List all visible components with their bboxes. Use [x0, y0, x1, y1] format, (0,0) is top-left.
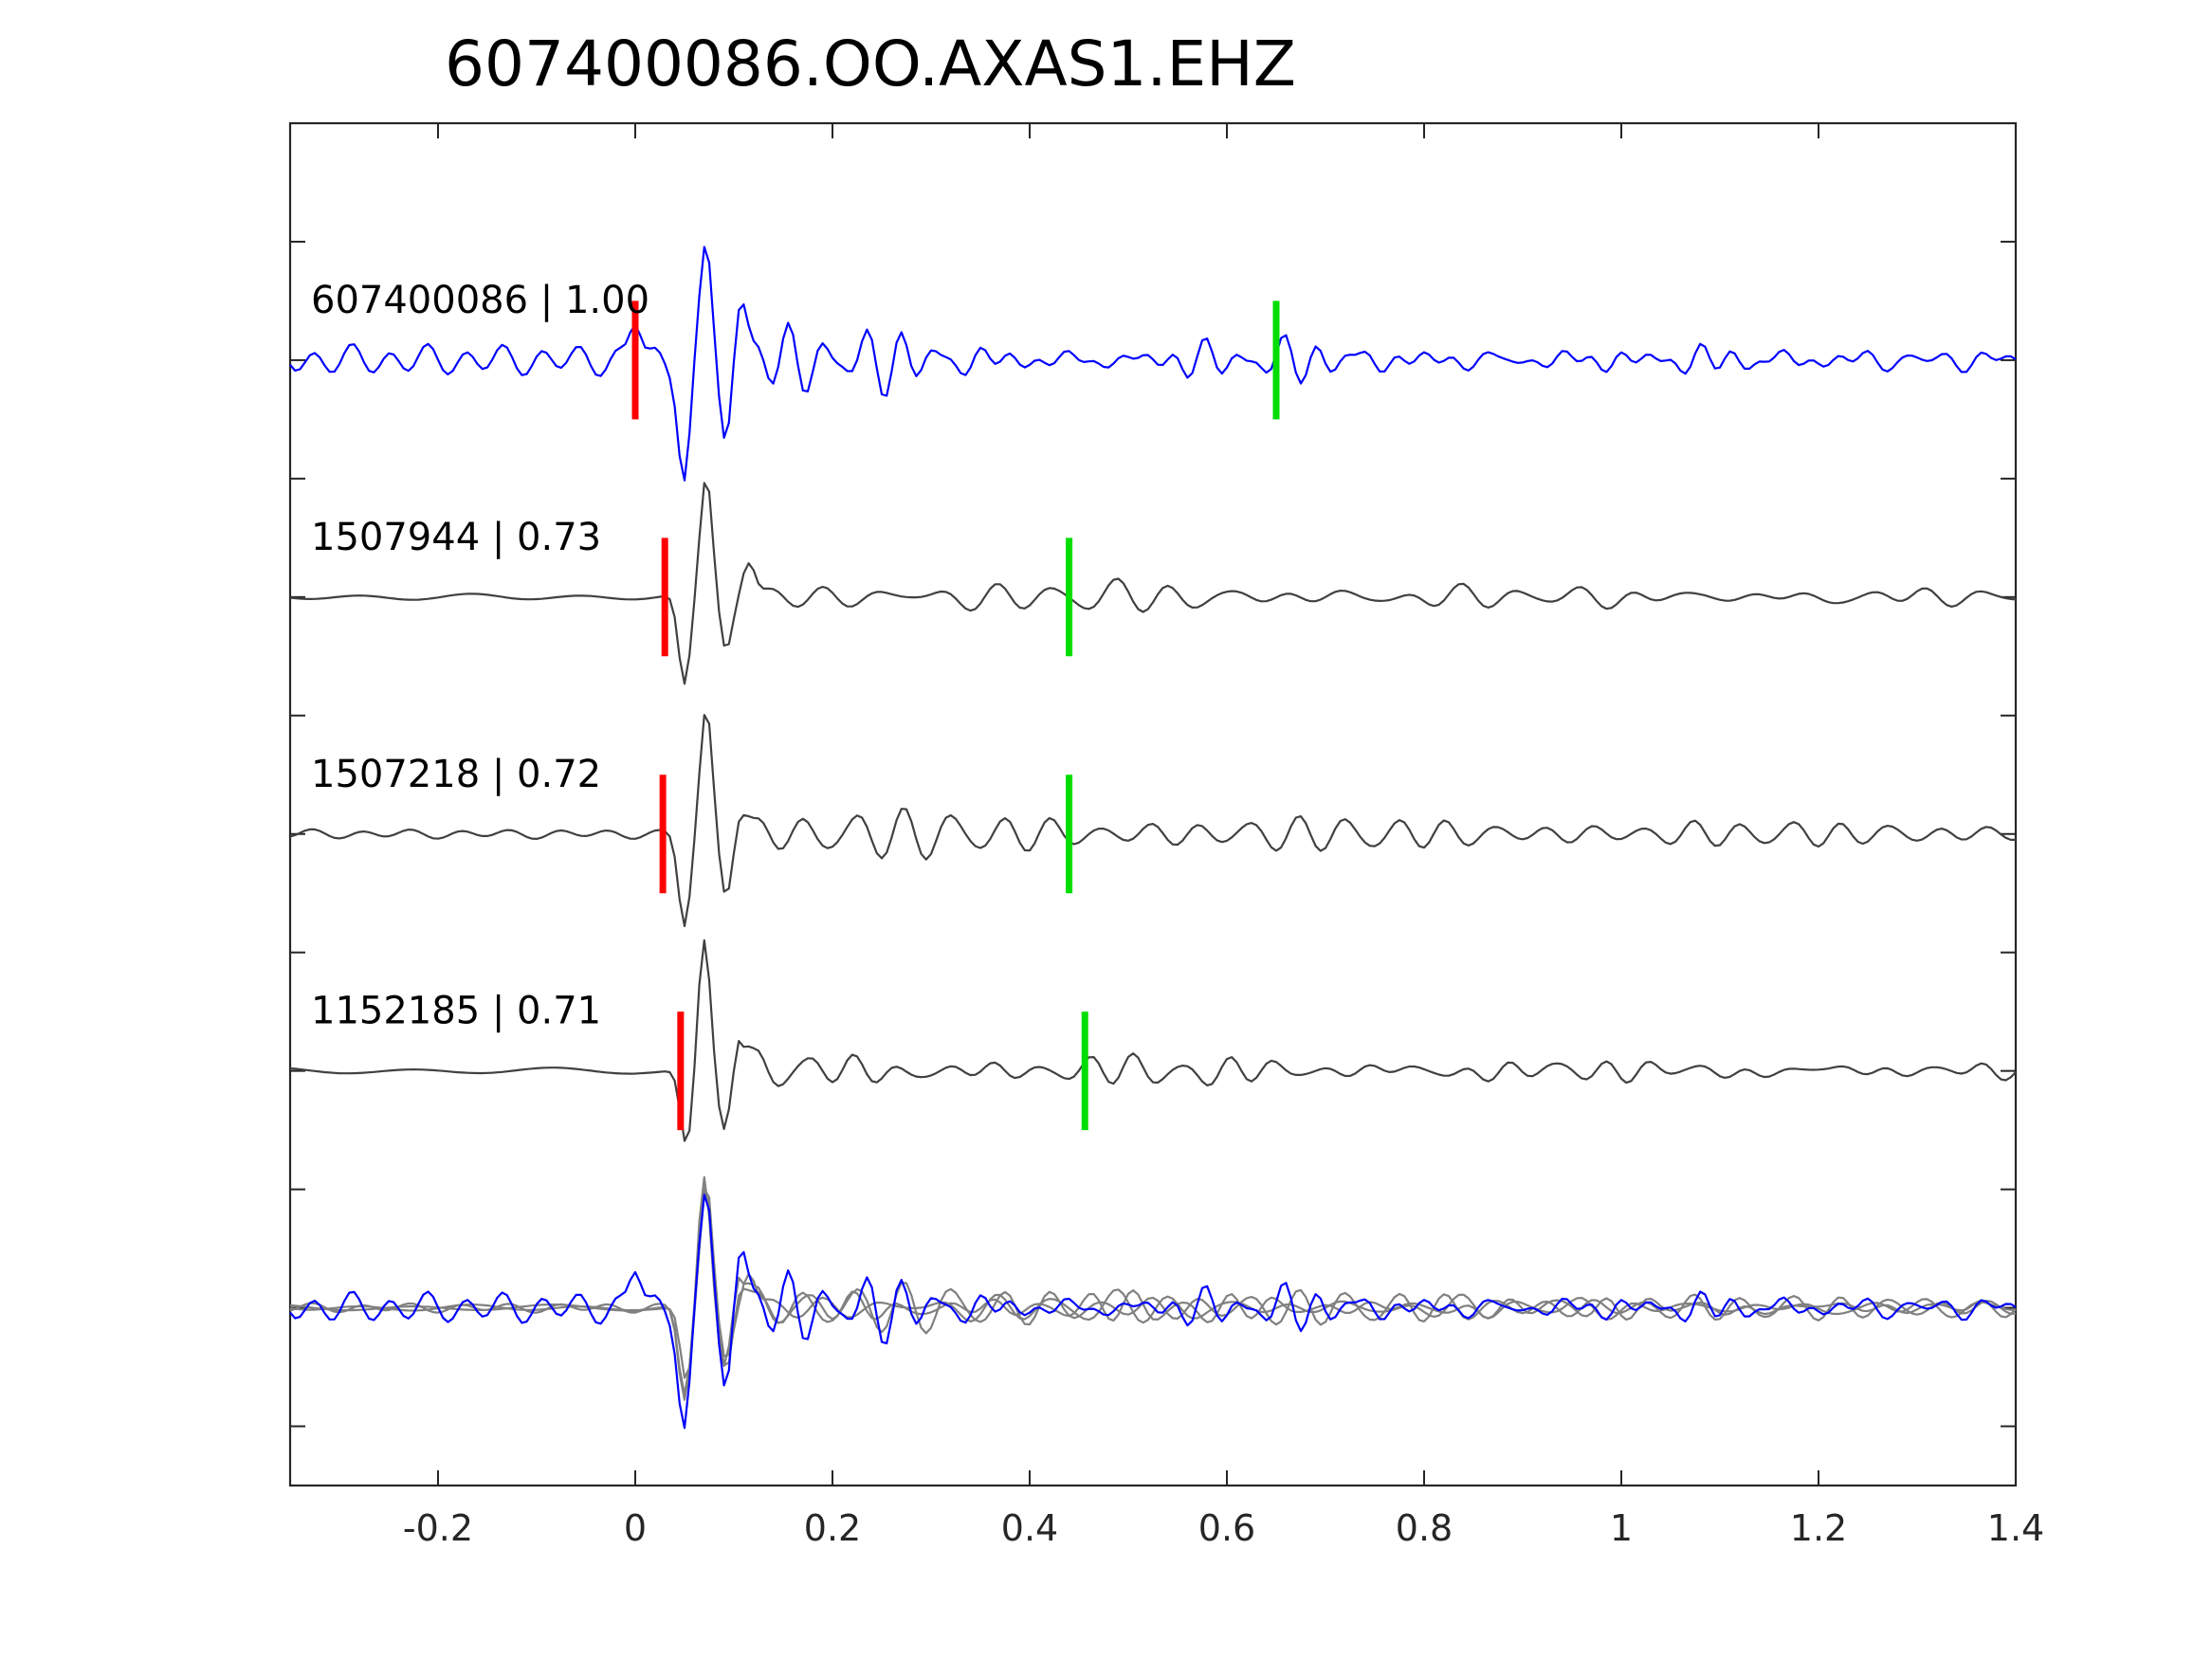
x-tick-label: 0.4 [1001, 1507, 1058, 1549]
x-tick-label: 1.4 [1987, 1507, 2044, 1549]
plot-area [288, 121, 2018, 1487]
x-tick-label: 0.2 [804, 1507, 861, 1549]
trace-1152185 [289, 939, 2017, 1142]
x-tick-label: 0 [624, 1507, 647, 1549]
x-tick-label: -0.2 [403, 1507, 473, 1549]
trace-607400086 [289, 246, 2017, 482]
x-tick-label: 1.2 [1790, 1507, 1847, 1549]
trace-label-1152185: 1152185 | 0.71 [311, 990, 601, 1033]
trace-1507218 [289, 714, 2016, 927]
trace-1507944 [289, 482, 2017, 685]
trace-label-1507218: 1507218 | 0.72 [311, 753, 601, 796]
chart-title: 607400086.OO.AXAS1.EHZ [445, 27, 1296, 100]
trace-label-607400086: 607400086 | 1.00 [311, 279, 649, 322]
stacked-trace-1152185 [289, 1176, 2017, 1379]
waveform-traces [289, 246, 2017, 1430]
phase-picks [631, 301, 1280, 1131]
stacked-trace-607400086 [289, 1194, 2017, 1430]
axis-ticks: -0.2 0 0.2 0.4 0.6 0.8 1 1.2 1.4 [290, 123, 2044, 1549]
x-tick-label: 0.8 [1396, 1507, 1453, 1549]
trace-label-1507944: 1507944 | 0.73 [311, 516, 601, 559]
x-tick-label: 1 [1610, 1507, 1633, 1549]
stacked-trace-1507218 [289, 1187, 2016, 1401]
trace-labels: 607400086 | 1.00 1507944 | 0.73 1507218 | … [311, 279, 649, 1033]
x-tick-label: 0.6 [1198, 1507, 1255, 1549]
